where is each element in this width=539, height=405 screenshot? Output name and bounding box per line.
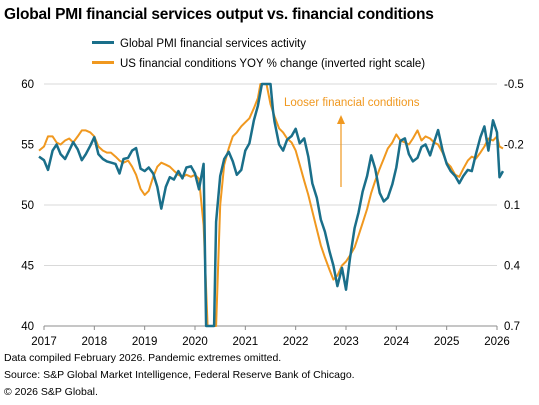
x-tick-label: 2023 [333,336,359,348]
right-y-tick-label: 0.4 [504,261,521,273]
footer-note: Data compiled February 2026. Pandemic ex… [4,352,282,364]
x-axis-ticks: 2017 2018 2019 2020 2021 2022 2023 2024 2025 2026 [31,326,510,348]
footer-copyright: © 2026 S&P Global. [4,386,98,398]
right-y-axis-labels: -0.5 -0.2 0.1 0.4 0.7 [504,79,524,333]
right-y-tick-label: 0.1 [504,200,520,212]
x-tick-label: 2018 [82,336,108,348]
legend-item-fci: US financial conditions YOY % change (in… [92,58,425,70]
annotation-arrowhead [337,115,345,124]
x-tick-label: 2021 [233,336,259,348]
chart-title: Global PMI financial services output vs.… [4,6,434,23]
x-tick-label: 2019 [132,336,158,348]
footer-source: Source: S&P Global Market Intelligence, … [4,369,355,381]
x-tick-label: 2026 [484,336,510,348]
legend-label-fci: US financial conditions YOY % change (in… [120,58,426,70]
x-tick-label: 2020 [182,336,208,348]
right-y-tick-label: -0.2 [504,140,524,152]
left-y-axis-labels: 40 45 50 55 60 [21,79,34,333]
legend-label-pmi: Global PMI financial services activity [120,38,306,50]
x-tick-label: 2017 [31,336,57,348]
gridlines [44,83,497,266]
left-y-tick-label: 45 [21,261,34,273]
left-y-tick-label: 50 [21,200,34,212]
x-tick-label: 2022 [283,336,309,348]
legend-item-pmi: Global PMI financial services activity [92,38,306,50]
legend-swatch-fci [92,61,114,65]
left-y-tick-label: 55 [21,140,34,152]
series-line-pmi [38,82,505,328]
left-y-tick-label: 40 [21,321,34,333]
annotation-label: Looser financial conditions [284,97,420,109]
x-tick-label: 2024 [384,336,410,348]
right-y-tick-label: -0.5 [504,79,524,91]
left-y-tick-label: 60 [21,79,34,91]
legend-swatch-pmi [92,41,114,45]
right-y-tick-label: 0.7 [504,321,520,333]
x-tick-label: 2025 [434,336,460,348]
